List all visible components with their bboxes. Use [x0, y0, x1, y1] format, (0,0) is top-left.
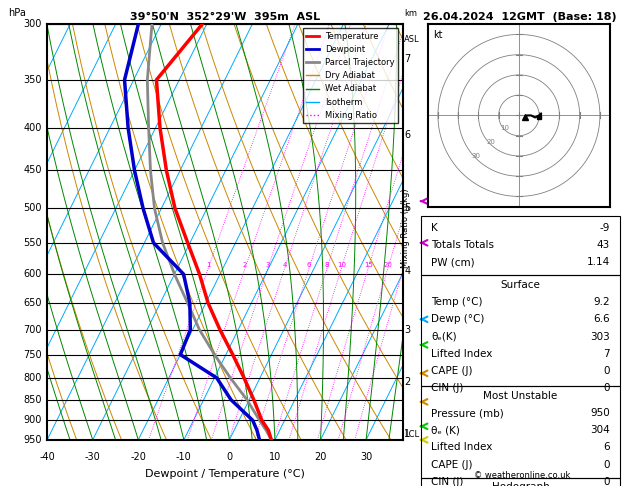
Text: CIN (J): CIN (J)	[431, 477, 464, 486]
Text: 3: 3	[404, 325, 411, 335]
Text: 10: 10	[500, 124, 509, 131]
Text: Most Unstable: Most Unstable	[483, 391, 558, 401]
Text: 0: 0	[226, 452, 233, 462]
Text: © weatheronline.co.uk: © weatheronline.co.uk	[474, 471, 571, 480]
Text: 20: 20	[384, 262, 392, 268]
Text: 303: 303	[590, 331, 610, 342]
Text: 9.2: 9.2	[593, 297, 610, 307]
Text: Pressure (mb): Pressure (mb)	[431, 408, 504, 418]
Text: 900: 900	[23, 416, 42, 425]
Text: Surface: Surface	[501, 280, 540, 290]
Text: 30: 30	[360, 452, 372, 462]
Text: 3: 3	[265, 262, 270, 268]
Bar	[421, 478, 620, 486]
Text: 1.14: 1.14	[586, 258, 610, 267]
Text: 5: 5	[404, 204, 411, 213]
Text: 304: 304	[590, 425, 610, 435]
Text: Mixing Ratio (g/kg): Mixing Ratio (g/kg)	[401, 189, 410, 268]
Text: 6: 6	[404, 130, 411, 140]
Text: Totals Totals: Totals Totals	[431, 240, 494, 250]
Text: 2: 2	[404, 377, 411, 387]
Text: CAPE (J): CAPE (J)	[431, 366, 473, 376]
Bar	[421, 386, 620, 478]
Text: 15: 15	[364, 262, 372, 268]
Text: 6: 6	[307, 262, 311, 268]
Text: 30: 30	[472, 153, 481, 159]
Text: 1: 1	[404, 429, 411, 439]
Text: Dewp (°C): Dewp (°C)	[431, 314, 485, 325]
Text: 700: 700	[23, 325, 42, 335]
Text: 550: 550	[23, 238, 42, 248]
Text: 10: 10	[337, 262, 346, 268]
Bar	[421, 216, 620, 275]
Text: kt: kt	[433, 30, 443, 40]
Text: km: km	[404, 9, 417, 18]
Text: 0: 0	[603, 383, 610, 393]
Text: ASL: ASL	[404, 35, 420, 44]
Text: 600: 600	[23, 269, 42, 279]
Text: 20: 20	[486, 139, 495, 145]
Text: 0: 0	[603, 366, 610, 376]
Text: 950: 950	[23, 435, 42, 445]
Text: 6.6: 6.6	[593, 314, 610, 325]
Text: 950: 950	[590, 408, 610, 418]
Text: CIN (J): CIN (J)	[431, 383, 464, 393]
Text: Dewpoint / Temperature (°C): Dewpoint / Temperature (°C)	[145, 469, 305, 479]
Title: 39°50'N  352°29'W  395m  ASL: 39°50'N 352°29'W 395m ASL	[130, 12, 320, 22]
Text: 450: 450	[23, 165, 42, 175]
Text: -20: -20	[130, 452, 146, 462]
Text: 4: 4	[404, 266, 411, 276]
Text: 750: 750	[23, 349, 42, 360]
Text: CAPE (J): CAPE (J)	[431, 460, 473, 469]
Text: 850: 850	[23, 395, 42, 405]
Legend: Temperature, Dewpoint, Parcel Trajectory, Dry Adiabat, Wet Adiabat, Isotherm, Mi: Temperature, Dewpoint, Parcel Trajectory…	[303, 29, 398, 123]
Text: -30: -30	[85, 452, 101, 462]
Text: 650: 650	[23, 298, 42, 308]
Text: 300: 300	[23, 19, 42, 29]
Text: -9: -9	[599, 223, 610, 233]
Text: 26.04.2024  12GMT  (Base: 18): 26.04.2024 12GMT (Base: 18)	[423, 12, 616, 22]
Text: LCL: LCL	[404, 430, 420, 438]
Bar	[421, 275, 620, 386]
Text: 7: 7	[404, 53, 411, 64]
Text: θₑ(K): θₑ(K)	[431, 331, 457, 342]
Text: 1: 1	[206, 262, 211, 268]
Text: 0: 0	[603, 460, 610, 469]
Text: K: K	[431, 223, 438, 233]
Text: θₑ (K): θₑ (K)	[431, 425, 460, 435]
Text: Hodograph: Hodograph	[492, 483, 549, 486]
Text: 2: 2	[243, 262, 247, 268]
Text: 0: 0	[603, 477, 610, 486]
Text: Lifted Index: Lifted Index	[431, 349, 493, 359]
Text: 6: 6	[603, 442, 610, 452]
Text: 500: 500	[23, 204, 42, 213]
Text: 400: 400	[23, 123, 42, 133]
Text: -10: -10	[176, 452, 192, 462]
Text: hPa: hPa	[8, 8, 26, 18]
Text: 20: 20	[314, 452, 326, 462]
Text: 10: 10	[269, 452, 281, 462]
Text: 7: 7	[603, 349, 610, 359]
Text: Lifted Index: Lifted Index	[431, 442, 493, 452]
Text: 350: 350	[23, 75, 42, 85]
Text: Temp (°C): Temp (°C)	[431, 297, 483, 307]
Text: 800: 800	[23, 373, 42, 383]
Text: PW (cm): PW (cm)	[431, 258, 475, 267]
Text: -40: -40	[39, 452, 55, 462]
Text: 43: 43	[596, 240, 610, 250]
Text: 4: 4	[282, 262, 287, 268]
Text: 8: 8	[325, 262, 330, 268]
